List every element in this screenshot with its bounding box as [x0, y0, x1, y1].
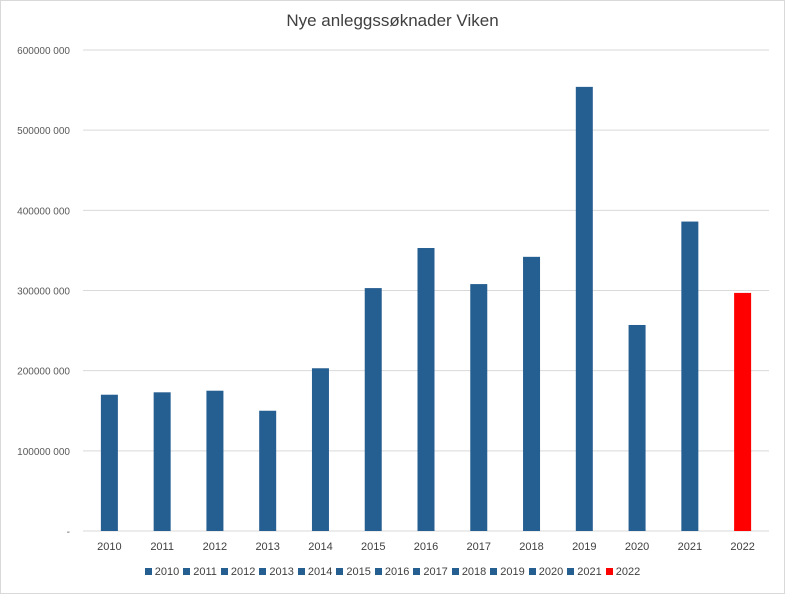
legend-item-2014: 2014	[297, 566, 333, 578]
legend-item-2010: 2010	[144, 566, 180, 578]
legend-item-2017: 2017	[413, 566, 448, 578]
bar-2016	[417, 248, 435, 532]
legend-swatch	[297, 568, 305, 575]
x-tick-label: 2011	[150, 541, 174, 553]
legend-swatch	[528, 568, 536, 575]
y-tick-label: 600000 000	[17, 46, 70, 57]
legend-swatch	[413, 568, 421, 575]
bar-2014	[311, 368, 329, 531]
legend-item-2018: 2018	[451, 566, 487, 578]
x-tick-label: 2018	[519, 541, 543, 553]
x-tick-label: 2012	[203, 541, 227, 553]
x-tick-label: 2022	[730, 541, 754, 553]
legend-label: 2020	[538, 566, 564, 578]
bar-2020	[628, 324, 646, 531]
y-tick-label: -	[67, 527, 70, 538]
bar-2010	[100, 394, 118, 531]
chart-legend: 2010 2011 2012 2013 2014 2015 2016 2017 2018 2019…	[0, 566, 785, 578]
legend-swatch	[451, 568, 459, 575]
y-tick-label: 400000 000	[17, 206, 70, 217]
x-tick-label: 2014	[308, 541, 332, 553]
y-tick-label: 200000 000	[17, 367, 70, 378]
legend-label: 2019	[500, 566, 525, 578]
legend-item-2011: 2011	[183, 566, 217, 578]
x-tick-label: 2017	[467, 541, 491, 553]
x-tick-label: 2016	[414, 541, 438, 553]
legend-label: 2010	[154, 566, 180, 578]
legend-label: 2013	[269, 566, 294, 578]
bar-2013	[259, 410, 277, 531]
legend-label: 2011	[193, 566, 217, 578]
legend-item-2015: 2015	[336, 566, 371, 578]
bar-2018	[523, 256, 541, 531]
legend-label: 2022	[615, 566, 641, 578]
legend-swatch	[605, 568, 613, 575]
legend-label: 2015	[346, 566, 371, 578]
legend-item-2020: 2020	[528, 566, 564, 578]
chart-title: Nye anleggssøknader Viken	[286, 11, 499, 30]
legend-item-2019: 2019	[490, 566, 525, 578]
x-tick-label: 2010	[97, 541, 121, 553]
legend-item-2013: 2013	[259, 566, 294, 578]
legend-label: 2021	[577, 566, 602, 578]
y-tick-label: 500000 000	[17, 126, 70, 137]
x-tick-label: 2021	[678, 541, 702, 553]
bar-2011	[153, 392, 171, 531]
bar-2019	[575, 86, 593, 532]
legend-item-2021: 2021	[567, 566, 602, 578]
bar-2022	[734, 292, 752, 531]
bar-2021	[681, 221, 699, 531]
legend-swatch	[144, 568, 152, 575]
legend-swatch	[183, 568, 191, 575]
x-tick-label: 2015	[361, 541, 385, 553]
legend-item-2016: 2016	[374, 566, 410, 578]
x-tick-label: 2019	[572, 541, 596, 553]
legend-swatch	[336, 568, 344, 575]
legend-label: 2014	[307, 566, 333, 578]
legend-swatch	[220, 568, 228, 575]
legend-label: 2012	[230, 566, 256, 578]
bar-2017	[470, 284, 488, 531]
legend-label: 2017	[423, 566, 448, 578]
y-tick-label: 100000 000	[17, 447, 70, 458]
legend-swatch	[259, 568, 267, 575]
legend-swatch	[374, 568, 382, 575]
legend-swatch	[490, 568, 498, 575]
legend-item-2022: 2022	[605, 566, 641, 578]
legend-item-2012: 2012	[220, 566, 256, 578]
x-tick-label: 2013	[255, 541, 279, 553]
legend-label: 2016	[384, 566, 410, 578]
legend-swatch	[567, 568, 575, 575]
bar-2015	[364, 288, 382, 531]
legend-label: 2018	[461, 566, 487, 578]
bar-2012	[206, 390, 224, 531]
x-tick-label: 2020	[625, 541, 649, 553]
y-tick-label: 300000 000	[17, 287, 70, 298]
